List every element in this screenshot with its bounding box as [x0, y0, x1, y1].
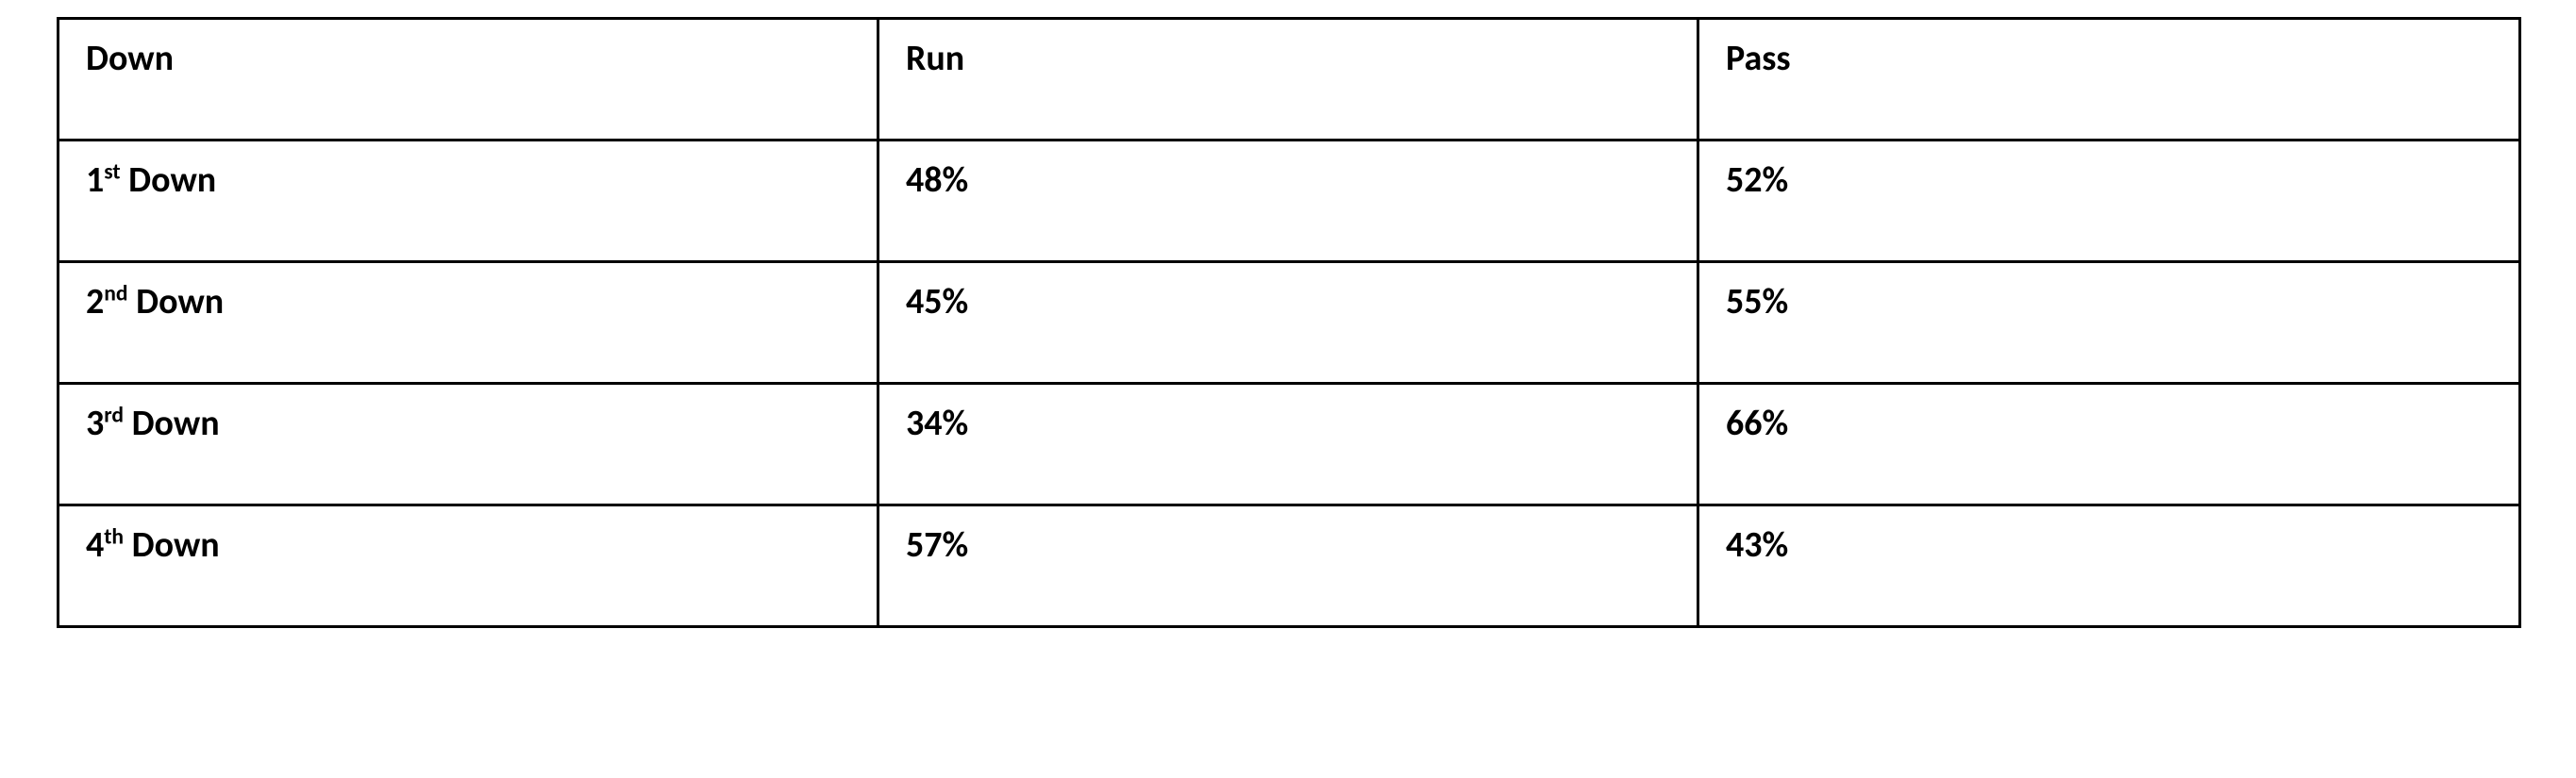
down-rest: Down — [124, 523, 220, 567]
cell-down: 1st Down — [59, 141, 878, 262]
pass-value: 55% — [1726, 280, 1788, 323]
col-header-run-label: Run — [906, 37, 964, 80]
play-call-table: Down Run Pass 1st Down 48% 52% 2nd Down … — [57, 17, 2521, 628]
down-label: 4th Down — [86, 523, 220, 567]
cell-run: 34% — [878, 384, 1698, 505]
pass-value: 66% — [1726, 402, 1788, 445]
cell-pass: 55% — [1698, 262, 2520, 384]
col-header-pass: Pass — [1698, 19, 2520, 141]
col-header-run: Run — [878, 19, 1698, 141]
cell-run: 57% — [878, 505, 1698, 627]
down-num: 4 — [86, 523, 104, 567]
cell-down: 2nd Down — [59, 262, 878, 384]
cell-down: 4th Down — [59, 505, 878, 627]
table-row: 1st Down 48% 52% — [59, 141, 2520, 262]
run-value: 48% — [906, 158, 968, 202]
down-rest: Down — [128, 280, 225, 323]
pass-value: 52% — [1726, 158, 1788, 202]
cell-run: 48% — [878, 141, 1698, 262]
down-label: 3rd Down — [86, 402, 220, 445]
run-value: 57% — [906, 523, 968, 567]
run-value: 45% — [906, 280, 968, 323]
pass-value: 43% — [1726, 523, 1788, 567]
down-num: 1 — [86, 158, 104, 202]
table-row: 4th Down 57% 43% — [59, 505, 2520, 627]
col-header-down: Down — [59, 19, 878, 141]
run-value: 34% — [906, 402, 968, 445]
down-num: 2 — [86, 280, 104, 323]
down-ordinal-suffix: rd — [104, 402, 124, 428]
down-rest: Down — [124, 402, 220, 445]
cell-down: 3rd Down — [59, 384, 878, 505]
down-ordinal-suffix: st — [104, 158, 120, 185]
cell-run: 45% — [878, 262, 1698, 384]
down-label: 2nd Down — [86, 280, 224, 323]
page: Down Run Pass 1st Down 48% 52% 2nd Down … — [0, 0, 2576, 778]
cell-pass: 66% — [1698, 384, 2520, 505]
down-num: 3 — [86, 402, 104, 445]
cell-pass: 52% — [1698, 141, 2520, 262]
col-header-down-label: Down — [86, 37, 174, 80]
down-rest: Down — [121, 158, 217, 202]
table-row: 3rd Down 34% 66% — [59, 384, 2520, 505]
down-ordinal-suffix: th — [104, 523, 124, 550]
table-row: 2nd Down 45% 55% — [59, 262, 2520, 384]
down-label: 1st Down — [86, 158, 216, 202]
cell-pass: 43% — [1698, 505, 2520, 627]
col-header-pass-label: Pass — [1726, 37, 1791, 80]
down-ordinal-suffix: nd — [104, 280, 127, 306]
table-header-row: Down Run Pass — [59, 19, 2520, 141]
